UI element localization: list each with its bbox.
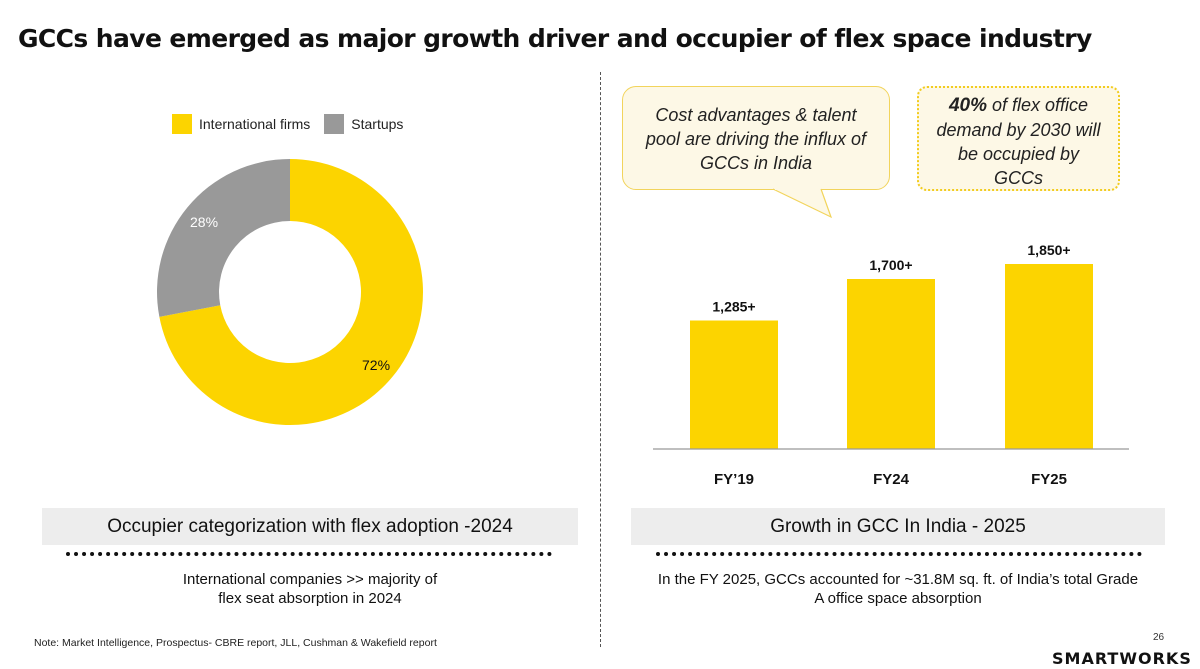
bar-value-label-1: 1,700+ bbox=[869, 257, 912, 273]
donut-label-startups: 28% bbox=[190, 214, 219, 230]
legend-swatch-international bbox=[172, 114, 192, 134]
brand-logo: SMARTWORKS bbox=[1052, 649, 1192, 668]
bar-chart: 1,285+ FY’19 1,700+ FY24 1,850+ FY25 bbox=[653, 242, 1129, 488]
legend-label-startups: Startups bbox=[351, 116, 404, 132]
legend-swatch-startups bbox=[324, 114, 345, 134]
left-subtext-line2: flex seat absorption in 2024 bbox=[218, 590, 402, 607]
left-caption: Occupier categorization with flex adopti… bbox=[42, 508, 578, 545]
callout-2-line1-rest: of flex office bbox=[986, 95, 1089, 115]
page-number: 26 bbox=[1153, 632, 1165, 643]
callout-tail bbox=[773, 187, 833, 219]
page-title: GCCs have emerged as major growth driver… bbox=[18, 24, 1092, 53]
callout-2-line2: demand by 2030 will bbox=[936, 120, 1101, 140]
x-tick-label-1: FY24 bbox=[873, 471, 910, 488]
callout-2-line3: be occupied by bbox=[957, 144, 1080, 164]
callout-flex-demand: 40% of flex office demand by 2030 will b… bbox=[917, 86, 1120, 191]
callout-2-line4: GCCs bbox=[994, 168, 1043, 188]
callout-2-highlight: 40% bbox=[948, 95, 987, 116]
x-tick-label-2: FY25 bbox=[1031, 471, 1067, 488]
callout-1-line2: pool are driving the influx of bbox=[645, 129, 867, 149]
legend-item-international: International firms bbox=[172, 114, 310, 134]
callout-cost-advantages: Cost advantages & talent pool are drivin… bbox=[622, 86, 890, 219]
bar-2 bbox=[1005, 264, 1093, 449]
donut-slice-international bbox=[159, 159, 424, 425]
bar-value-label-0: 1,285+ bbox=[712, 299, 755, 315]
left-subtext-line1: International companies >> majority of bbox=[182, 571, 438, 588]
x-tick-label-0: FY’19 bbox=[714, 471, 754, 488]
callout-1-line3: GCCs in India bbox=[699, 153, 813, 173]
vertical-divider bbox=[600, 72, 601, 647]
right-subtext-line2: A office space absorption bbox=[814, 590, 982, 607]
donut-legend: International firms Startups bbox=[172, 114, 417, 134]
donut-chart bbox=[157, 159, 424, 425]
donut-label-international: 72% bbox=[362, 357, 391, 373]
legend-item-startups: Startups bbox=[324, 114, 403, 134]
bar-1 bbox=[847, 279, 935, 449]
source-note: Note: Market Intelligence, Prospectus- C… bbox=[34, 637, 437, 649]
right-caption: Growth in GCC In India - 2025 bbox=[631, 508, 1165, 545]
right-subtext-line1: In the FY 2025, GCCs accounted for ~31.8… bbox=[657, 571, 1139, 588]
right-dotted-divider bbox=[656, 552, 1142, 556]
left-dotted-divider bbox=[66, 552, 552, 556]
right-subtext: In the FY 2025, GCCs accounted for ~31.8… bbox=[628, 570, 1168, 608]
bar-0 bbox=[690, 320, 778, 449]
callout-1-line1: Cost advantages & talent bbox=[655, 105, 857, 125]
bar-value-label-2: 1,850+ bbox=[1027, 242, 1070, 258]
legend-label-international: International firms bbox=[199, 116, 311, 132]
left-subtext: International companies >> majority of f… bbox=[80, 570, 540, 608]
donut-slice-startups bbox=[157, 159, 290, 317]
